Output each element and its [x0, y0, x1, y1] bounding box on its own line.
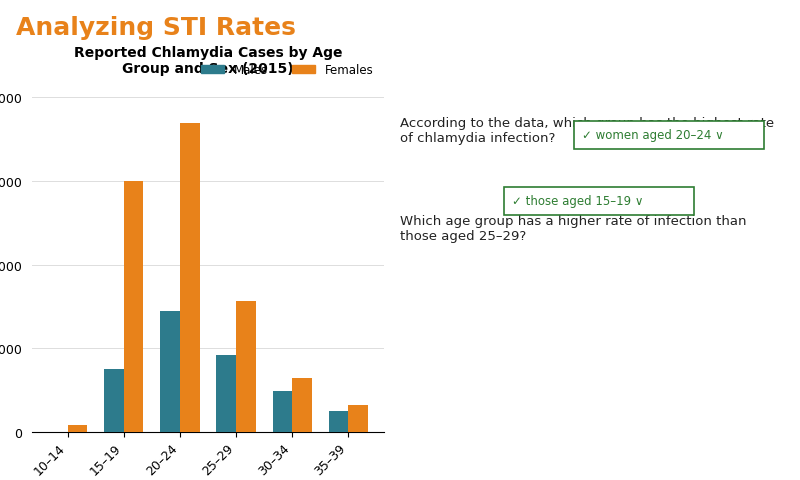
Text: ✓ those aged 15–19 ∨: ✓ those aged 15–19 ∨	[512, 194, 644, 207]
Bar	[348, 405, 368, 432]
Bar	[180, 123, 199, 432]
Bar	[329, 411, 348, 432]
FancyBboxPatch shape	[504, 188, 694, 216]
Bar	[104, 370, 124, 432]
Bar	[236, 301, 256, 432]
Legend: Males, Females: Males, Females	[196, 60, 378, 82]
Bar	[124, 182, 143, 432]
Title: Reported Chlamydia Cases by Age
Group and Sex (2015): Reported Chlamydia Cases by Age Group an…	[74, 46, 342, 76]
FancyBboxPatch shape	[574, 122, 764, 150]
Text: Analyzing STI Rates: Analyzing STI Rates	[16, 16, 296, 40]
Bar	[160, 311, 180, 432]
Text: ✓ women aged 20–24 ∨: ✓ women aged 20–24 ∨	[582, 129, 723, 142]
Bar	[217, 355, 236, 432]
Bar	[292, 379, 312, 432]
Text: Which age group has a higher rate of infection than
those aged 25–29?: Which age group has a higher rate of inf…	[400, 215, 746, 243]
Text: According to the data, which group has the highest rate
of chlamydia infection?: According to the data, which group has t…	[400, 117, 774, 144]
Bar	[273, 391, 292, 432]
Bar	[68, 425, 87, 432]
